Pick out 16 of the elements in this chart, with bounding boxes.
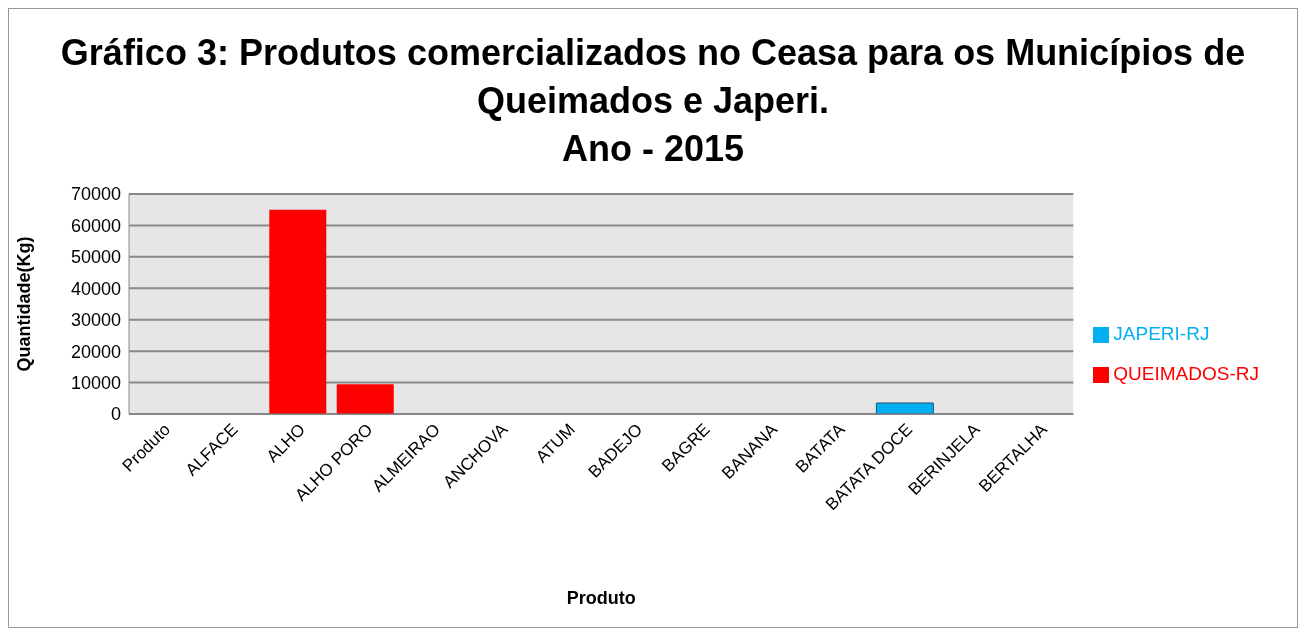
y-tick-label: 30000 [70, 310, 121, 331]
bar [875, 402, 934, 414]
y-tick-label: 10000 [70, 372, 121, 393]
y-tick-label: 60000 [70, 215, 121, 236]
y-tick-label: 50000 [70, 247, 121, 268]
chart-title: Gráfico 3: Produtos comercializados no Ceasa para os Municípios de Queimados e Japeri. Ano - 2015 [59, 31, 1247, 171]
legend-label: JAPERI-RJ [1113, 323, 1210, 344]
legend-label: QUEIMADOS-RJ [1113, 363, 1259, 384]
y-axis-title: Quantidade(Kg) [14, 236, 35, 372]
y-tick-label: 40000 [70, 278, 121, 299]
bar [269, 209, 327, 414]
y-tick-label: 20000 [70, 341, 121, 362]
x-axis-title: Produto [566, 588, 636, 608]
y-tick-label: 0 [110, 404, 121, 425]
bar [336, 384, 394, 414]
y-tick-label: 70000 [70, 184, 121, 205]
